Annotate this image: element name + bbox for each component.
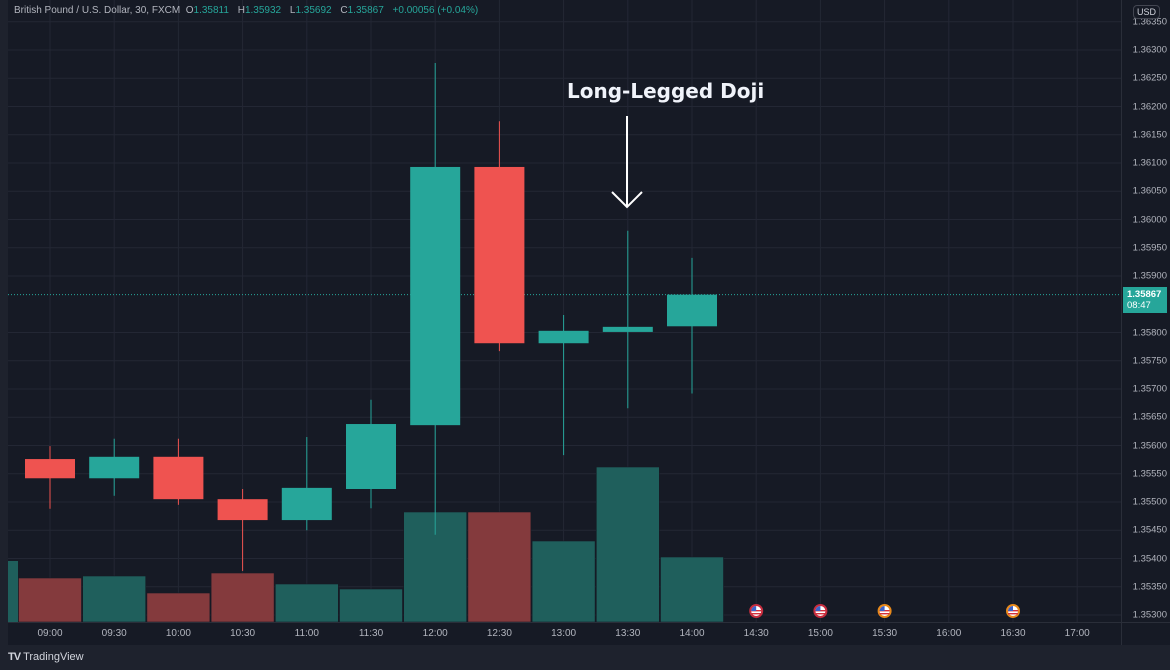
price-tick-label: 1.35500 <box>1132 496 1167 508</box>
low-value: 1.35692 <box>295 5 332 16</box>
candle-body[interactable] <box>89 456 140 479</box>
chart-plot-area[interactable] <box>8 0 1121 622</box>
price-tick-label: 1.36000 <box>1132 214 1167 225</box>
volume-bar <box>339 588 403 622</box>
price-tick-label: 1.35900 <box>1132 270 1167 282</box>
time-tick-label: 11:00 <box>294 628 319 639</box>
time-tick-label: 13:30 <box>615 628 641 639</box>
price-tick-label: 1.36350 <box>1132 16 1167 28</box>
price-tick-label: 1.35800 <box>1132 327 1167 338</box>
price-tick-label: 1.35350 <box>1132 581 1167 593</box>
high-value: 1.35932 <box>244 5 282 16</box>
tradingview-logo-icon: TV <box>8 651 21 663</box>
volume-bar <box>595 466 660 622</box>
volume-bar <box>531 540 596 622</box>
time-tick-label: 10:30 <box>230 628 256 639</box>
time-tick-label: 16:30 <box>1000 628 1026 639</box>
price-tick-label: 1.35950 <box>1132 242 1167 254</box>
tradingview-logo[interactable]: TV TradingView <box>8 651 84 663</box>
volume-bar <box>210 572 275 622</box>
change-value: +0.00056 (+0.04%) <box>392 5 479 16</box>
time-tick-label: 12:30 <box>486 628 512 639</box>
candle-body[interactable] <box>281 487 332 521</box>
open-label: O <box>185 5 194 16</box>
time-tick-label: 14:30 <box>743 628 769 639</box>
candle-body[interactable] <box>346 424 396 490</box>
bar-countdown: 08:47 <box>1127 300 1151 311</box>
volume-bar <box>82 575 146 622</box>
down-arrow-icon <box>611 191 643 209</box>
footer: TV TradingView <box>0 645 1170 670</box>
time-axis[interactable]: 09:00 09:30 10:00 10:30 11:00 11:30 12:00 12:30… <box>8 622 1121 645</box>
time-tick-label: 16:00 <box>936 628 962 639</box>
price-tick-label: 1.35450 <box>1132 524 1167 536</box>
time-tick-label: 15:30 <box>872 628 898 639</box>
candle-body[interactable] <box>153 456 204 500</box>
time-tick-label: 12:00 <box>422 628 448 639</box>
price-tick-label: 1.35400 <box>1132 553 1167 564</box>
time-tick-label: 09:00 <box>37 628 63 639</box>
candle-body[interactable] <box>474 166 525 344</box>
price-tick-label: 1.36300 <box>1132 44 1167 56</box>
us-flag-icon[interactable] <box>813 604 828 618</box>
price-tick-label: 1.35700 <box>1132 383 1167 395</box>
price-tick-label: 1.35600 <box>1132 440 1167 451</box>
us-flag-icon[interactable] <box>749 604 764 618</box>
candle-body[interactable] <box>602 326 653 332</box>
symbol-title: British Pound / U.S. Dollar, 30, FXCM <box>14 5 181 16</box>
volume-bar <box>274 583 339 622</box>
price-tick-label: 1.36200 <box>1132 101 1167 112</box>
time-tick-label: 14:00 <box>679 628 705 639</box>
price-tick-label: 1.35750 <box>1132 355 1167 367</box>
volume-bar <box>18 577 82 622</box>
last-price-label: 1.35867 08:47 <box>1123 287 1167 313</box>
close-label: C <box>340 5 348 16</box>
volume-bar-partial <box>8 561 18 622</box>
currency-badge[interactable]: USD <box>1133 5 1161 19</box>
axis-corner <box>1121 622 1170 645</box>
price-tick-label: 1.35650 <box>1132 411 1167 423</box>
time-tick-label: 11:30 <box>358 628 384 639</box>
annotation-label: Long-Legged Doji <box>567 79 765 103</box>
time-tick-label: 09:30 <box>101 628 127 639</box>
symbol-legend: British Pound / U.S. Dollar, 30, FXCM O1… <box>14 5 484 16</box>
low-label: L <box>289 5 296 16</box>
price-tick-label: 1.35300 <box>1132 609 1167 621</box>
price-tick-label: 1.36050 <box>1132 185 1167 197</box>
brand-name: TradingView <box>23 651 84 663</box>
volume-bar <box>467 511 532 622</box>
candle-body[interactable] <box>538 330 589 344</box>
us-flag-icon[interactable] <box>877 604 892 618</box>
time-tick-label: 15:00 <box>807 628 833 639</box>
price-tick-label: 1.35550 <box>1132 468 1167 480</box>
time-tick-label: 17:00 <box>1064 628 1090 639</box>
volume-bar <box>146 592 211 622</box>
volume-bar <box>660 556 724 622</box>
price-tick-label: 1.36150 <box>1132 129 1167 141</box>
price-tick-label: 1.36250 <box>1132 72 1167 84</box>
time-tick-label: 13:00 <box>551 628 577 639</box>
us-flag-icon[interactable] <box>1006 604 1020 618</box>
last-price-value: 1.35867 <box>1127 289 1162 300</box>
close-value: 1.35867 <box>347 5 384 16</box>
candle-body[interactable] <box>217 499 268 521</box>
time-tick-label: 10:00 <box>165 628 191 639</box>
candlestick-chart <box>8 0 1121 622</box>
price-tick-label: 1.36100 <box>1132 157 1167 169</box>
candle-body[interactable] <box>410 166 461 426</box>
candle-body[interactable] <box>667 294 717 327</box>
high-label: H <box>237 5 245 16</box>
open-value: 1.35811 <box>193 5 229 16</box>
candle-body[interactable] <box>25 459 75 479</box>
